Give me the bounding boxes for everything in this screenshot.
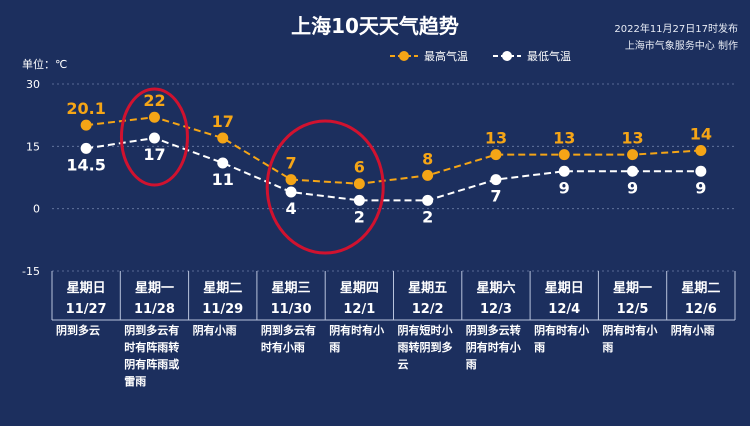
weather-description: 阴有时有小雨 — [534, 324, 590, 354]
weather-description: 阴有时有小雨 — [329, 324, 385, 354]
x-weekday-label: 星期日 — [67, 281, 106, 296]
publish-time: 2022年11月27日17时发布 — [614, 24, 738, 35]
x-date-label: 11/28 — [134, 302, 175, 317]
x-weekday-label: 星期二 — [681, 281, 720, 296]
x-date-label: 12/2 — [412, 302, 444, 317]
data-point-high — [695, 144, 707, 156]
x-date-label: 11/30 — [271, 302, 312, 317]
x-date-label: 12/6 — [685, 302, 717, 317]
y-tick-label: -15 — [22, 265, 40, 278]
data-point-high — [285, 174, 297, 186]
y-axis-unit-label: 单位：℃ — [22, 57, 67, 71]
highlight-circle — [265, 119, 385, 255]
data-point-high — [148, 111, 160, 123]
data-point-high — [353, 178, 365, 190]
weather-description: 阴到多云转阴有时有小雨 — [465, 324, 521, 371]
data-label-high: 14 — [690, 124, 712, 143]
x-date-label: 11/27 — [66, 302, 107, 317]
data-label-high: 7 — [285, 154, 296, 173]
data-label-high: 6 — [354, 158, 365, 177]
publisher: 上海市气象服务中心 制作 — [624, 41, 738, 52]
data-point-low — [627, 165, 639, 177]
data-point-low — [285, 186, 297, 198]
data-point-low — [353, 194, 365, 206]
x-weekday-label: 星期六 — [476, 280, 515, 296]
highlight-circle — [119, 87, 189, 187]
x-date-label: 12/1 — [343, 302, 375, 317]
data-label-low: 2 — [422, 207, 433, 226]
x-date-label: 12/5 — [617, 302, 649, 317]
weather-description: 阴有短时小雨转阴到多云 — [397, 324, 453, 371]
data-label-high: 13 — [621, 129, 643, 148]
y-tick-label: 30 — [26, 78, 40, 91]
data-label-high: 17 — [212, 112, 234, 131]
data-label-low: 4 — [285, 199, 296, 218]
data-label-low: 9 — [627, 178, 638, 197]
data-point-high — [217, 132, 229, 144]
legend-label-high: 最高气温 — [424, 49, 468, 63]
data-point-high — [627, 149, 639, 161]
data-label-high: 8 — [422, 149, 433, 168]
data-point-high — [422, 169, 434, 181]
data-label-low: 17 — [143, 145, 165, 164]
data-label-high: 20.1 — [66, 99, 105, 118]
x-date-label: 12/4 — [548, 302, 580, 317]
data-label-low: 11 — [212, 170, 234, 189]
x-date-label: 12/3 — [480, 302, 512, 317]
data-point-low — [490, 174, 502, 186]
legend-label-low: 最低气温 — [527, 49, 571, 63]
data-point-low — [422, 194, 434, 206]
x-weekday-label: 星期四 — [340, 281, 379, 296]
x-weekday-label: 星期五 — [408, 281, 447, 296]
data-label-high: 22 — [143, 91, 165, 110]
weather-description: 阴有时有小雨 — [602, 324, 658, 354]
y-tick-label: 15 — [26, 140, 40, 153]
series-line-high — [86, 116, 701, 185]
x-date-label: 11/29 — [202, 302, 243, 317]
weather-description: 阴到多云 — [56, 324, 100, 337]
data-point-low — [558, 165, 570, 177]
data-point-high — [80, 119, 92, 131]
legend-marker-low — [502, 51, 512, 61]
chart-title: 上海10天天气趋势 — [291, 14, 459, 38]
weather-description: 阴到多云有时有小雨 — [260, 324, 316, 354]
data-point-low — [217, 157, 229, 169]
x-weekday-label: 星期二 — [203, 281, 242, 296]
data-point-low — [695, 165, 707, 177]
data-label-high: 13 — [553, 129, 575, 148]
weather-description: 阴到多云有时有阵雨转阴有阵雨或雷雨 — [124, 324, 180, 388]
x-weekday-label: 星期一 — [135, 281, 174, 296]
x-weekday-label: 星期三 — [272, 281, 311, 296]
x-weekday-label: 星期一 — [613, 281, 652, 296]
data-point-high — [558, 149, 570, 161]
legend-marker-high — [399, 51, 409, 61]
data-label-low: 7 — [490, 187, 501, 206]
weather-description: 阴有小雨 — [192, 324, 237, 337]
x-weekday-label: 星期日 — [545, 281, 584, 296]
data-label-low: 9 — [695, 178, 706, 197]
data-point-low — [148, 132, 160, 144]
data-point-high — [490, 149, 502, 161]
y-tick-label: 0 — [33, 203, 40, 216]
data-point-low — [80, 142, 92, 154]
data-label-high: 13 — [485, 129, 507, 148]
data-label-low: 14.5 — [66, 155, 105, 174]
data-label-low: 9 — [559, 178, 570, 197]
data-label-low: 2 — [354, 207, 365, 226]
weather-description: 阴有小雨 — [670, 324, 715, 337]
series-line-low — [85, 136, 701, 202]
